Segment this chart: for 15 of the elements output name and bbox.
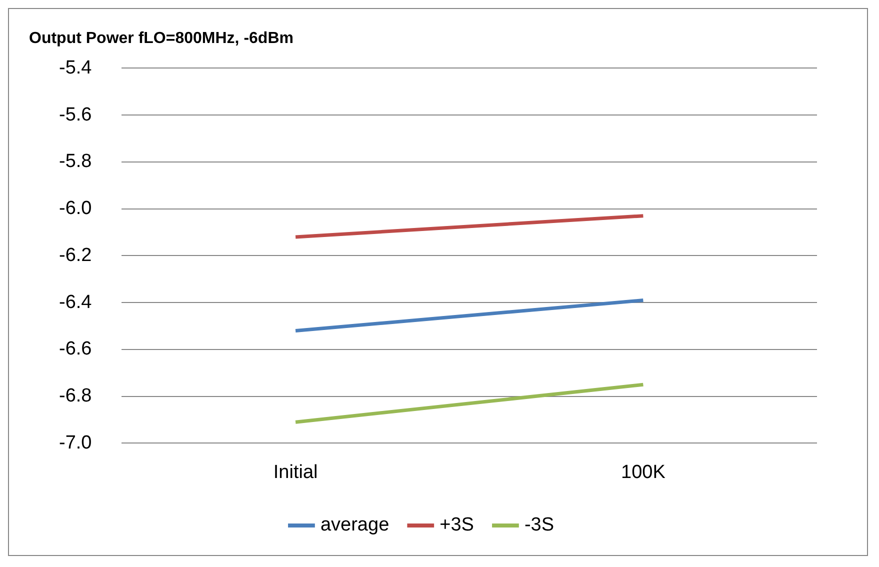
y-tick-label: -6.2: [58, 244, 92, 266]
chart-title: Output Power fLO=800MHz, -6dBm: [29, 30, 294, 48]
legend-label: +3S: [440, 514, 474, 536]
y-tick-label: -6.6: [58, 338, 92, 360]
x-tick-label: 100K: [620, 462, 666, 483]
y-tick-label: -5.6: [58, 104, 92, 126]
y-tick-label: -7.0: [58, 432, 92, 454]
y-tick-label: -5.8: [58, 151, 92, 172]
legend-label: average: [320, 514, 390, 536]
legend-label: -3S: [524, 514, 554, 536]
y-tick-label: -5.4: [58, 57, 92, 78]
y-tick-label: -6.0: [58, 198, 92, 220]
x-tick-label: Initial: [273, 462, 318, 483]
y-tick-label: -6.4: [58, 292, 92, 313]
y-tick-label: -6.8: [58, 386, 92, 407]
